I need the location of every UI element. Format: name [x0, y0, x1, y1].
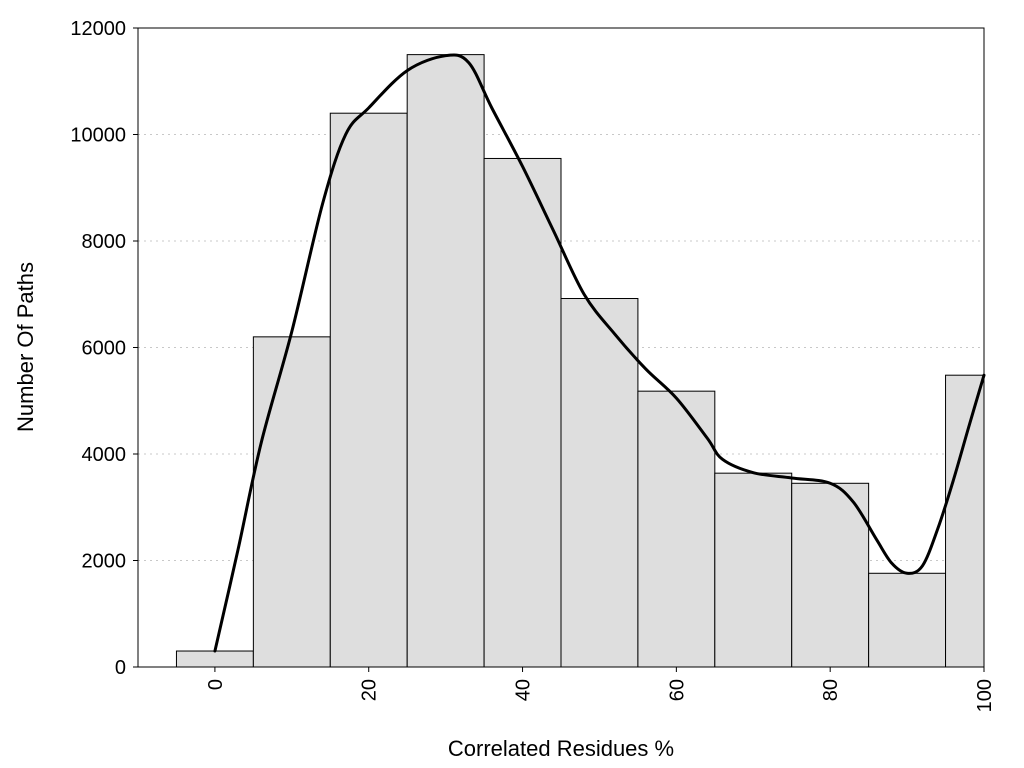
y-axis-label: Number Of Paths — [13, 262, 38, 432]
y-tick-label: 8000 — [82, 231, 127, 253]
histogram-bar — [175, 650, 254, 668]
histogram-bar — [406, 54, 485, 668]
x-axis-label: Correlated Residues % — [448, 736, 674, 761]
x-tick-label: 40 — [513, 679, 535, 701]
x-tick-label: 0 — [205, 679, 227, 690]
histogram-bar — [483, 157, 562, 668]
histogram-bar — [714, 472, 793, 668]
histogram-bar — [868, 572, 947, 668]
x-tick-label: 80 — [820, 679, 842, 701]
y-tick-label: 2000 — [82, 551, 127, 573]
y-tick-label: 4000 — [82, 444, 127, 466]
x-tick-label: 60 — [666, 679, 688, 701]
y-axis-ticks: 0 2000 4000 6000 8000 10000 12000 — [70, 18, 138, 679]
histogram-bar — [637, 390, 716, 668]
y-tick-label: 12000 — [70, 18, 126, 40]
y-tick-label: 10000 — [70, 125, 126, 147]
histogram-bar — [791, 482, 870, 668]
x-tick-label: 100 — [974, 679, 996, 712]
histogram-bars — [175, 54, 985, 668]
x-tick-label: 20 — [359, 679, 381, 701]
histogram-bar — [945, 374, 985, 668]
density-curve-layer — [213, 53, 986, 653]
histogram-bar — [252, 336, 331, 668]
y-tick-label: 6000 — [82, 338, 127, 360]
x-axis-ticks: 0 20 40 60 80 100 — [205, 667, 996, 712]
histogram-bar — [560, 298, 639, 668]
density-curve — [213, 53, 986, 653]
histogram-bar — [329, 112, 408, 668]
y-tick-label: 0 — [115, 657, 126, 679]
